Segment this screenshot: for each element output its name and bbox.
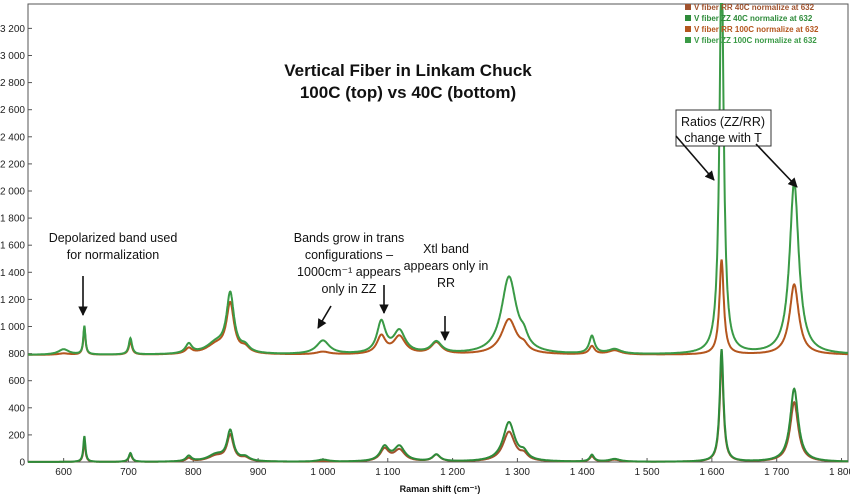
y-tick-label: 0	[19, 458, 25, 469]
annotation-text-line: Xtl band	[423, 242, 469, 256]
series-line-4	[28, 3, 848, 356]
annotation-box	[675, 109, 772, 147]
annotation-text-line: only in ZZ	[322, 282, 377, 296]
x-tick-label: 800	[185, 467, 202, 478]
y-tick-label: 1 200	[0, 295, 25, 306]
x-tick-label: 1 500	[635, 467, 660, 478]
y-tick-label: 3 200	[0, 24, 25, 35]
plot-frame	[27, 3, 849, 463]
chart-title-line-1: Vertical Fiber in Linkam Chuck	[284, 61, 532, 80]
chart-title-line-2: 100C (top) vs 40C (bottom)	[300, 83, 516, 102]
y-tick-label: 1 000	[0, 322, 25, 333]
x-tick-label: 1 600	[699, 467, 724, 478]
y-tick-label: 200	[8, 430, 25, 441]
annotation-text-line: RR	[437, 276, 455, 290]
y-tick-label: 2 200	[0, 159, 25, 170]
annotation-text-line: Ratios (ZZ/RR)	[681, 115, 765, 129]
annotation-text-line: configurations –	[305, 248, 393, 262]
series-line-2	[28, 348, 848, 463]
legend-entry: V fiber ZZ 40C normalize at 632	[694, 14, 813, 23]
annotation-text-line: for normalization	[67, 248, 159, 262]
y-tick-label: 800	[8, 349, 25, 360]
y-tick-label: 2 800	[0, 78, 25, 89]
y-tick-label: 2 000	[0, 186, 25, 197]
legend-swatch	[685, 15, 691, 21]
x-axis-label: Raman shift (cm⁻¹)	[400, 484, 481, 494]
y-tick-label: 2 600	[0, 105, 25, 116]
x-tick-label: 1 400	[570, 467, 595, 478]
y-tick-label: 1 600	[0, 241, 25, 252]
annotation-text-line: Depolarized band used	[49, 231, 178, 245]
y-tick-label: 1 800	[0, 214, 25, 225]
annotation-text-line: 1000cm⁻¹ appears	[297, 265, 401, 279]
x-tick-label: 700	[120, 467, 137, 478]
annotation-text-line: Bands grow in trans	[294, 231, 404, 245]
y-tick-label: 3 000	[0, 51, 25, 62]
annotation-arrow	[675, 135, 715, 181]
x-tick-label: 900	[250, 467, 267, 478]
annotation-text-line: change with T	[684, 131, 762, 145]
y-tick-label: 600	[8, 376, 25, 387]
legend-entry: V fiber ZZ 100C normalize at 632	[694, 36, 817, 45]
chart-annotations: Depolarized band used for normalization Ba…	[49, 109, 798, 341]
y-tick-label: 1 400	[0, 268, 25, 279]
x-tick-label: 1 300	[505, 467, 530, 478]
legend-swatch	[685, 26, 691, 32]
x-tick-label: 1 100	[375, 467, 400, 478]
chart-legend: V fiber RR 40C normalize at 632 V fiber Z…	[685, 3, 819, 45]
annotation-text-line: appears only in	[404, 259, 489, 273]
x-tick-label: 1 700	[764, 467, 789, 478]
chart-axes: 0 200 400 600 800 1 000 1 200 1 400 1 600 1 800 2 …	[0, 3, 850, 478]
y-tick-label: 400	[8, 403, 25, 414]
annotation-arrow	[317, 305, 332, 329]
annotation-arrow	[755, 143, 798, 188]
legend-swatch	[685, 4, 691, 10]
legend-entry: V fiber RR 100C normalize at 632	[694, 25, 819, 34]
legend-swatch	[685, 37, 691, 43]
x-tick-label: 600	[55, 467, 72, 478]
x-tick-label: 1 800	[829, 467, 850, 478]
x-tick-label: 1 200	[440, 467, 465, 478]
x-tick-label: 1 000	[310, 467, 335, 478]
legend-entry: V fiber RR 40C normalize at 632	[694, 3, 815, 12]
y-tick-label: 2 400	[0, 132, 25, 143]
chart-plot-area	[28, 3, 849, 463]
